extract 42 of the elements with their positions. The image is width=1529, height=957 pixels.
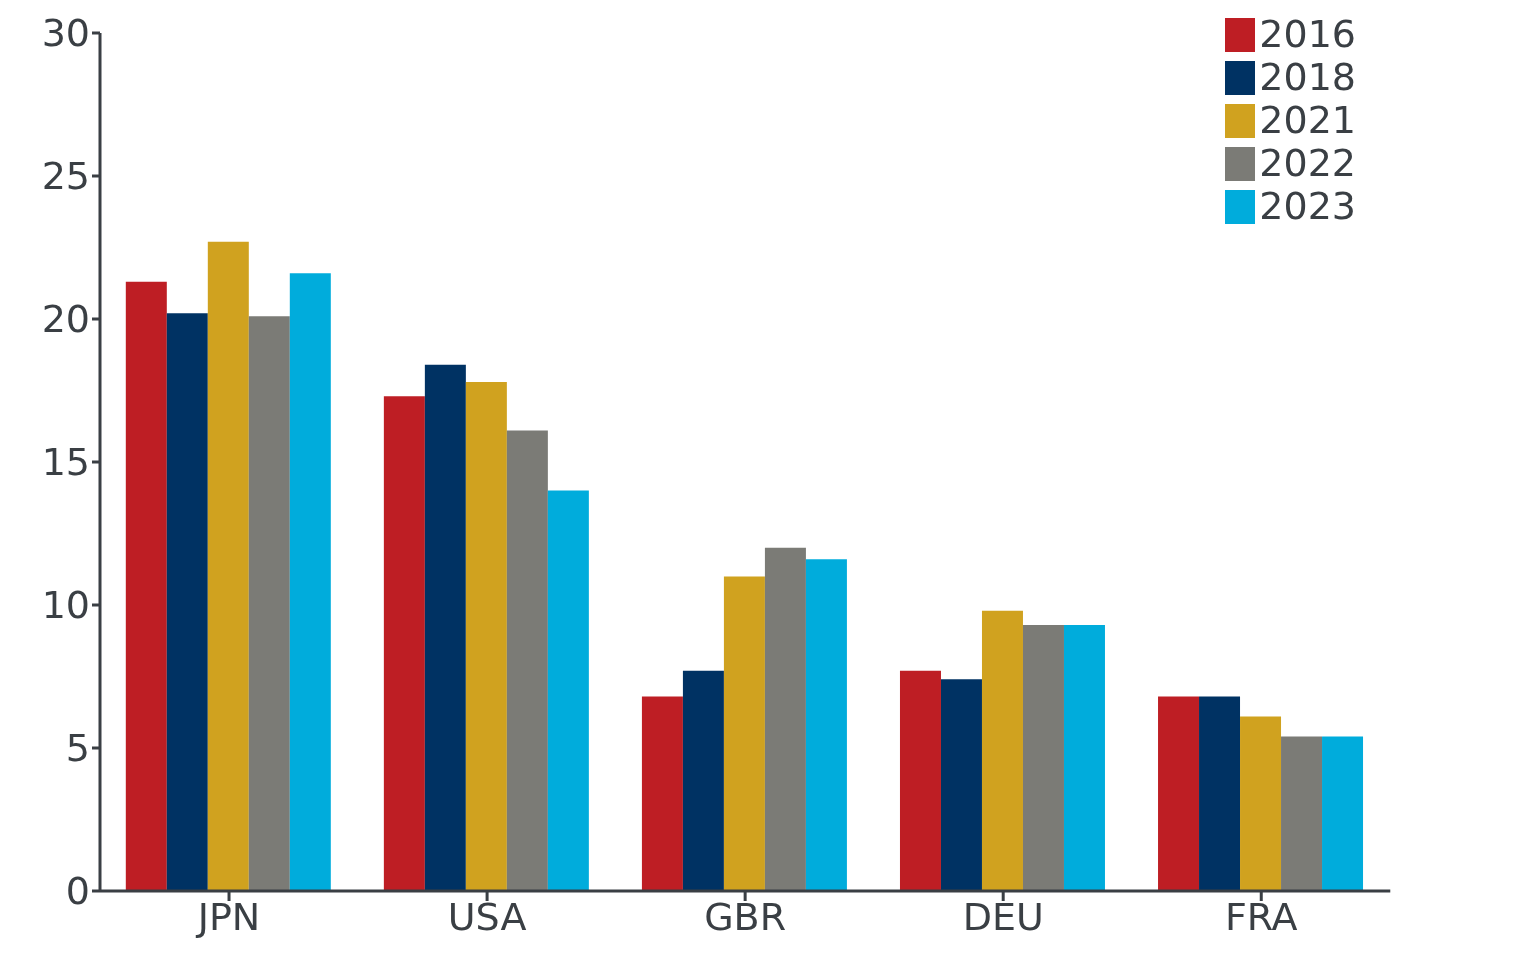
bar [125, 281, 167, 891]
bar [547, 490, 589, 891]
bar [940, 679, 982, 891]
x-tick-label: JPN [195, 894, 261, 939]
legend-label: 2018 [1259, 55, 1356, 99]
bar [723, 576, 765, 891]
bar [506, 430, 548, 891]
y-tick-label: 5 [65, 726, 90, 771]
bar [1240, 716, 1282, 891]
bar [248, 316, 290, 891]
bar [465, 381, 507, 891]
bar [899, 670, 941, 891]
bar [289, 273, 331, 891]
bar [1158, 696, 1200, 891]
x-tick-label: DEU [962, 894, 1044, 939]
bar [207, 241, 249, 891]
x-tick-label: USA [447, 894, 527, 939]
y-tick-label: 25 [41, 154, 90, 199]
y-tick-label: 30 [41, 11, 90, 56]
legend-label: 2023 [1259, 184, 1356, 228]
bar [682, 670, 724, 891]
bar [1281, 736, 1323, 891]
legend-label: 2022 [1259, 141, 1356, 185]
bar [1063, 625, 1105, 891]
legend-label: 2016 [1259, 12, 1356, 56]
bar [805, 559, 847, 891]
y-tick-label: 20 [41, 297, 90, 342]
x-tick-label: FRA [1224, 894, 1298, 939]
y-tick-label: 0 [65, 869, 90, 914]
bar [1199, 696, 1241, 891]
bar [764, 547, 806, 891]
x-tick-label: GBR [704, 894, 787, 939]
bar [1322, 736, 1364, 891]
bar [641, 696, 683, 891]
bar [166, 313, 208, 891]
y-tick-label: 10 [41, 583, 90, 628]
y-tick-label: 15 [41, 440, 90, 485]
bar [383, 396, 425, 891]
bar [424, 364, 466, 891]
bar [981, 610, 1023, 891]
bar [1022, 625, 1064, 891]
legend-label: 2021 [1259, 98, 1356, 142]
